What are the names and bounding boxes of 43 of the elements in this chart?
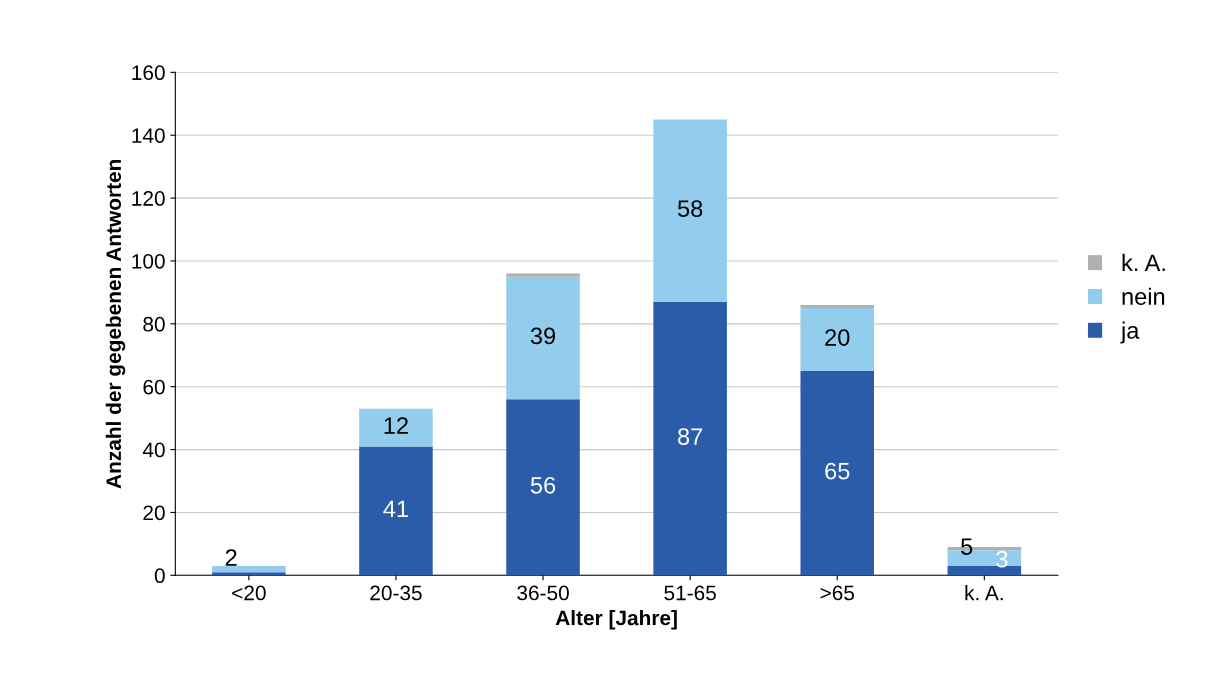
data-label: 58 bbox=[677, 200, 703, 217]
y-tick-label: 140 bbox=[132, 128, 165, 143]
bar bbox=[506, 273, 580, 277]
x-tick-label: 51-65 bbox=[664, 585, 716, 601]
bar bbox=[359, 446, 433, 576]
y-tick-label: 160 bbox=[132, 65, 165, 81]
x-tick-label: <20 bbox=[232, 585, 266, 601]
legend-label: ja bbox=[1120, 321, 1140, 344]
y-tick-label: 80 bbox=[143, 316, 165, 332]
y-tick-label: 100 bbox=[132, 253, 165, 269]
bar bbox=[359, 408, 433, 447]
x-tick-label: k. A. bbox=[965, 585, 1003, 601]
y-tick-label: 120 bbox=[132, 191, 165, 206]
data-label: 20 bbox=[825, 329, 850, 346]
data-label: 56 bbox=[530, 476, 556, 494]
bar bbox=[800, 304, 875, 309]
bar bbox=[212, 572, 286, 576]
data-label: 39 bbox=[530, 327, 556, 345]
bar bbox=[800, 370, 875, 576]
data-label: 3 bbox=[996, 550, 1008, 568]
bar bbox=[506, 399, 580, 576]
y-axis-title: Anzahl der gegebenen Antworten bbox=[105, 159, 126, 489]
x-tick-label: >65 bbox=[820, 585, 855, 601]
bar bbox=[506, 276, 580, 400]
bar bbox=[800, 308, 875, 371]
data-label: 87 bbox=[678, 428, 703, 445]
data-label: 5 bbox=[961, 538, 973, 555]
x-tick-label: 20-35 bbox=[370, 585, 422, 601]
y-tick-label: 60 bbox=[143, 379, 165, 395]
bar bbox=[653, 119, 727, 302]
x-axis-title: Alter [Jahre] bbox=[555, 610, 677, 630]
data-label: 2 bbox=[225, 549, 237, 566]
data-label: 65 bbox=[825, 462, 850, 480]
y-tick-label: 0 bbox=[154, 568, 165, 584]
legend-label: k. A. bbox=[1122, 253, 1165, 271]
y-tick-label: 40 bbox=[142, 442, 165, 458]
x-tick-label: 36-50 bbox=[517, 585, 569, 601]
legend-label: nein bbox=[1122, 287, 1165, 306]
bar bbox=[653, 301, 727, 576]
y-tick-label: 20 bbox=[143, 505, 165, 521]
data-label: 12 bbox=[384, 417, 408, 434]
data-label: 41 bbox=[383, 500, 408, 517]
bar bbox=[212, 565, 286, 573]
